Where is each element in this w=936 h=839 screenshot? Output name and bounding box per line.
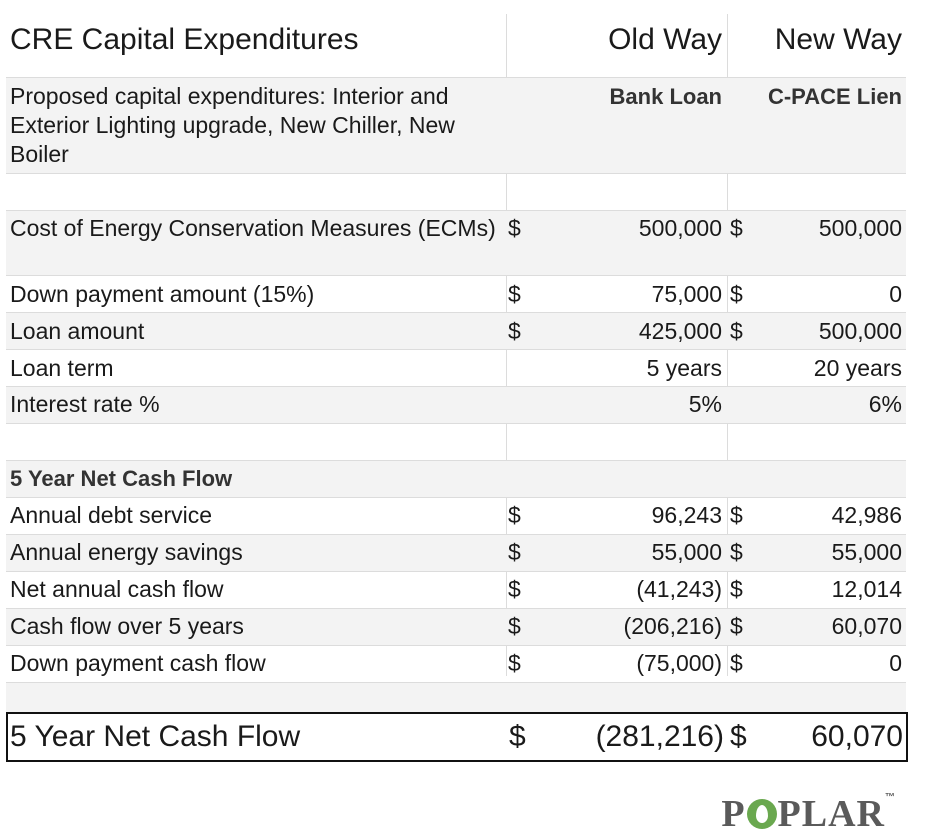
section-heading-row: 5 Year Net Cash Flow bbox=[6, 461, 906, 498]
logo-text-start: P bbox=[721, 793, 746, 835]
spacer-row bbox=[6, 174, 906, 211]
table-row: Annual debt service $ 96,243 $ 42,986 bbox=[6, 498, 906, 535]
new-way-value: 60,070 bbox=[831, 613, 902, 639]
currency-symbol: $ bbox=[730, 613, 743, 639]
table-row: Cash flow over 5 years $ (206,216) $ 60,… bbox=[6, 609, 906, 646]
table-row: Down payment amount (15%) $ 75,000 $ 0 bbox=[6, 276, 906, 313]
spacer-row bbox=[6, 424, 906, 461]
currency-symbol: $ bbox=[730, 318, 743, 344]
new-way-value: 0 bbox=[889, 281, 902, 307]
table-row: Loan amount $ 425,000 $ 500,000 bbox=[6, 313, 906, 350]
old-way-value: (41,243) bbox=[636, 576, 722, 602]
row-label: Cash flow over 5 years bbox=[10, 613, 244, 639]
proposal-row: Proposed capital expenditures: Interior … bbox=[6, 78, 906, 174]
row-label: Down payment cash flow bbox=[10, 650, 266, 676]
financing-type-old: Bank Loan bbox=[609, 84, 722, 109]
row-label: Annual energy savings bbox=[10, 539, 243, 565]
row-label: Loan amount bbox=[10, 318, 145, 344]
poplar-logo: P PLAR™ bbox=[721, 792, 896, 836]
proposal-label: Proposed capital expenditures: Interior … bbox=[10, 83, 455, 167]
total-label: 5 Year Net Cash Flow bbox=[10, 720, 301, 753]
column-header-old-way: Old Way bbox=[608, 23, 722, 56]
column-header-new-way: New Way bbox=[774, 23, 902, 56]
row-label: Down payment amount (15%) bbox=[10, 281, 315, 307]
old-way-value: 55,000 bbox=[651, 539, 722, 565]
currency-symbol: $ bbox=[730, 539, 743, 565]
currency-symbol: $ bbox=[508, 576, 521, 602]
row-label: Interest rate % bbox=[10, 391, 160, 417]
table-row: Annual energy savings $ 55,000 $ 55,000 bbox=[6, 535, 906, 572]
currency-symbol: $ bbox=[508, 281, 521, 307]
new-way-value: 0 bbox=[889, 650, 902, 676]
logo-text-end: PLAR bbox=[777, 793, 885, 835]
row-label: Loan term bbox=[10, 355, 114, 381]
table-row: Interest rate % 5% 6% bbox=[6, 387, 906, 424]
currency-symbol: $ bbox=[508, 650, 521, 676]
old-way-value: 500,000 bbox=[638, 215, 722, 241]
old-way-value: 75,000 bbox=[651, 281, 722, 307]
new-way-value: 20 years bbox=[813, 355, 902, 381]
row-label: Annual debt service bbox=[10, 502, 213, 528]
currency-symbol: $ bbox=[508, 215, 521, 241]
currency-symbol: $ bbox=[730, 720, 747, 753]
new-way-value: 6% bbox=[868, 391, 902, 417]
new-way-value: 500,000 bbox=[818, 215, 902, 241]
currency-symbol: $ bbox=[508, 613, 521, 639]
total-row: 5 Year Net Cash Flow $ (281,216) $ 60,07… bbox=[6, 712, 908, 762]
old-way-value: 96,243 bbox=[651, 502, 722, 528]
section-heading: 5 Year Net Cash Flow bbox=[10, 466, 233, 491]
row-label: Net annual cash flow bbox=[10, 576, 224, 602]
row-label: Cost of Energy Conservation Measures (EC… bbox=[10, 215, 496, 241]
trademark-symbol: ™ bbox=[885, 792, 896, 803]
header-row: CRE Capital Expenditures Old Way New Way bbox=[6, 14, 906, 78]
table-row: Net annual cash flow $ (41,243) $ 12,014 bbox=[6, 572, 906, 609]
table-title: CRE Capital Expenditures bbox=[10, 23, 359, 56]
currency-symbol: $ bbox=[508, 502, 521, 528]
new-way-value: 500,000 bbox=[818, 318, 902, 344]
new-way-value: 55,000 bbox=[831, 539, 902, 565]
total-old-way: (281,216) bbox=[595, 720, 724, 753]
table-row: Loan term 5 years 20 years bbox=[6, 350, 906, 387]
currency-symbol: $ bbox=[508, 318, 521, 344]
currency-symbol: $ bbox=[730, 215, 743, 241]
currency-symbol: $ bbox=[509, 720, 526, 753]
table-row: Cost of Energy Conservation Measures (EC… bbox=[6, 211, 906, 276]
total-new-way: 60,070 bbox=[811, 720, 903, 753]
old-way-value: 5 years bbox=[646, 355, 722, 381]
old-way-value: 425,000 bbox=[638, 318, 722, 344]
old-way-value: 5% bbox=[688, 391, 722, 417]
spacer-row bbox=[6, 683, 906, 712]
new-way-value: 42,986 bbox=[831, 502, 902, 528]
leaf-icon bbox=[746, 799, 777, 829]
financing-type-new: C-PACE Lien bbox=[767, 84, 902, 109]
new-way-value: 12,014 bbox=[831, 576, 902, 602]
currency-symbol: $ bbox=[730, 281, 743, 307]
table-row: Down payment cash flow $ (75,000) $ 0 bbox=[6, 646, 906, 683]
currency-symbol: $ bbox=[730, 502, 743, 528]
currency-symbol: $ bbox=[508, 539, 521, 565]
old-way-value: (75,000) bbox=[636, 650, 722, 676]
old-way-value: (206,216) bbox=[623, 613, 722, 639]
currency-symbol: $ bbox=[730, 576, 743, 602]
currency-symbol: $ bbox=[730, 650, 743, 676]
